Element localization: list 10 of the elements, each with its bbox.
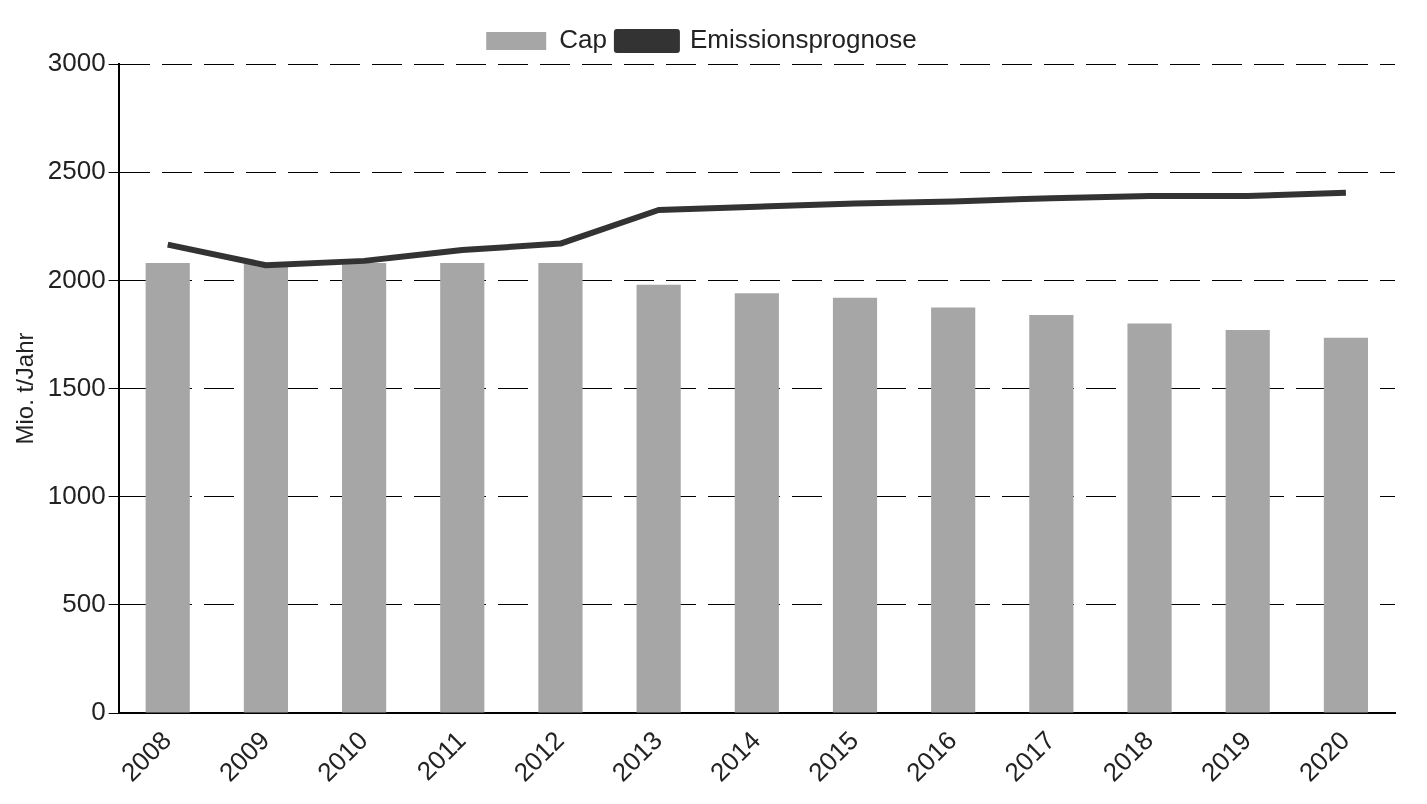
y-tick-label: 1000 (47, 479, 106, 510)
y-tick-label: 3000 (47, 47, 106, 78)
y-tick-label: 0 (91, 696, 106, 727)
y-tick-label: 2500 (47, 155, 106, 186)
y-axis-title: Mio. t/Jahr (11, 332, 39, 445)
y-tick-label: 2000 (47, 263, 106, 294)
y-tick-label: 500 (62, 588, 106, 619)
legend-label: Emissionsprognose (689, 24, 917, 55)
y-tick-label: 1500 (47, 371, 106, 402)
legend-label: Cap (559, 24, 607, 55)
